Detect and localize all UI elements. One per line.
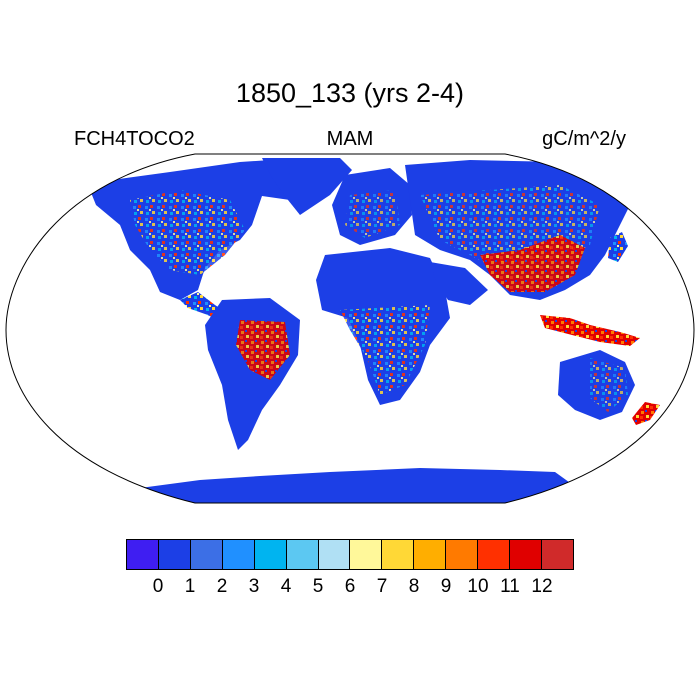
colorbar-swatch <box>158 540 191 569</box>
colorbar-swatch <box>478 540 511 569</box>
colorbar-tick-label: 8 <box>408 576 420 597</box>
se-asia-islands <box>540 315 640 346</box>
units-label: gC/m^2/y <box>542 128 626 150</box>
colorbar <box>126 539 574 570</box>
north-america-speckle <box>130 190 245 275</box>
colorbar-tick-label: 4 <box>280 576 292 597</box>
map-title: 1850_133 (yrs 2-4) <box>235 78 465 108</box>
colorbar-tick-label: 10 <box>467 576 489 597</box>
europe-speckle <box>345 190 400 238</box>
globe-outline <box>5 153 695 504</box>
japan-land <box>608 232 628 262</box>
colorbar-ticks: 0 1 2 3 4 5 6 7 8 9 10 11 12 <box>0 576 700 600</box>
new-zealand-land <box>632 402 660 425</box>
colorbar-swatch <box>190 540 223 569</box>
colorbar-tick-label: 0 <box>152 576 164 597</box>
variable-label: FCH4TOCO2 <box>74 128 195 150</box>
south-asia-hotspot <box>480 235 585 292</box>
colorbar-swatch <box>318 540 351 569</box>
colorbar-swatch <box>446 540 479 569</box>
colorbar-tick-label: 9 <box>440 576 452 597</box>
colorbar-tick-label: 5 <box>312 576 324 597</box>
colorbar-swatch <box>254 540 287 569</box>
colorbar-swatch <box>414 540 447 569</box>
colorbar-tick-label: 1 <box>184 576 196 597</box>
south-america-hotspot <box>236 320 290 380</box>
colorbar-tick-label: 7 <box>376 576 388 597</box>
colorbar-tick-label: 3 <box>248 576 260 597</box>
season-label: MAM <box>326 128 374 150</box>
colorbar-swatch <box>541 540 573 569</box>
colorbar-swatch <box>222 540 255 569</box>
colorbar-swatch <box>382 540 415 569</box>
colorbar-swatch <box>510 540 542 569</box>
land-layer <box>90 158 660 503</box>
australia-speckle <box>590 358 628 412</box>
colorbar-swatch <box>127 540 159 569</box>
colorbar-swatch <box>286 540 319 569</box>
arabia-land <box>430 262 488 305</box>
colorbar-tick-label: 11 <box>500 576 520 597</box>
greenland-land <box>262 158 352 215</box>
africa-speckle <box>340 305 430 395</box>
colorbar-tick-label: 2 <box>216 576 228 597</box>
antarctica-land <box>120 468 590 503</box>
colorbar-swatch <box>350 540 383 569</box>
colorbar-tick-label: 12 <box>531 576 553 597</box>
colorbar-tick-label: 6 <box>344 576 356 597</box>
